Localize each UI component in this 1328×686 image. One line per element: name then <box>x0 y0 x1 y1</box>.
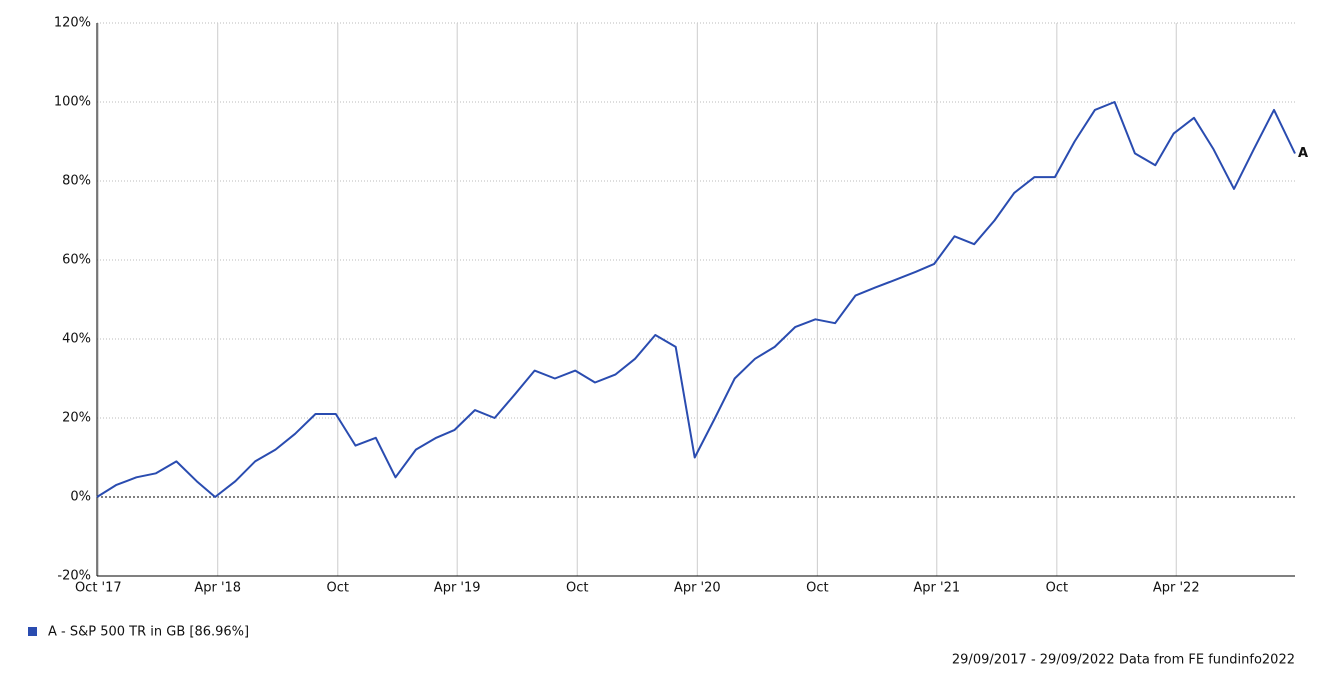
legend-swatch <box>28 627 37 636</box>
y-tick-label: 60% <box>62 253 91 268</box>
x-tick-label: Oct <box>327 581 349 596</box>
x-tick-label: Oct <box>566 581 588 596</box>
x-tick-label: Apr '21 <box>913 581 960 596</box>
y-tick-label: 120% <box>54 16 91 31</box>
x-tick-label: Oct <box>1046 581 1068 596</box>
legend-label: A - S&P 500 TR in GB [86.96%] <box>48 625 249 640</box>
y-tick-label: -20% <box>57 569 91 584</box>
end-label: A <box>1298 146 1308 161</box>
x-tick-label: Oct '17 <box>75 581 122 596</box>
y-tick-label: 20% <box>62 411 91 426</box>
y-tick-label: 100% <box>54 95 91 110</box>
y-tick-label: 0% <box>70 490 91 505</box>
x-tick-label: Oct <box>806 581 828 596</box>
x-tick-label: Apr '22 <box>1153 581 1200 596</box>
series-line <box>96 101 1296 498</box>
y-tick-label: 40% <box>62 332 91 347</box>
footer: 29/09/2017 - 29/09/2022 Data from FE fun… <box>952 653 1295 668</box>
x-tick-label: Apr '19 <box>434 581 481 596</box>
x-tick-label: Apr '20 <box>674 581 721 596</box>
x-tick-label: Apr '18 <box>194 581 241 596</box>
y-tick-label: 80% <box>62 174 91 189</box>
